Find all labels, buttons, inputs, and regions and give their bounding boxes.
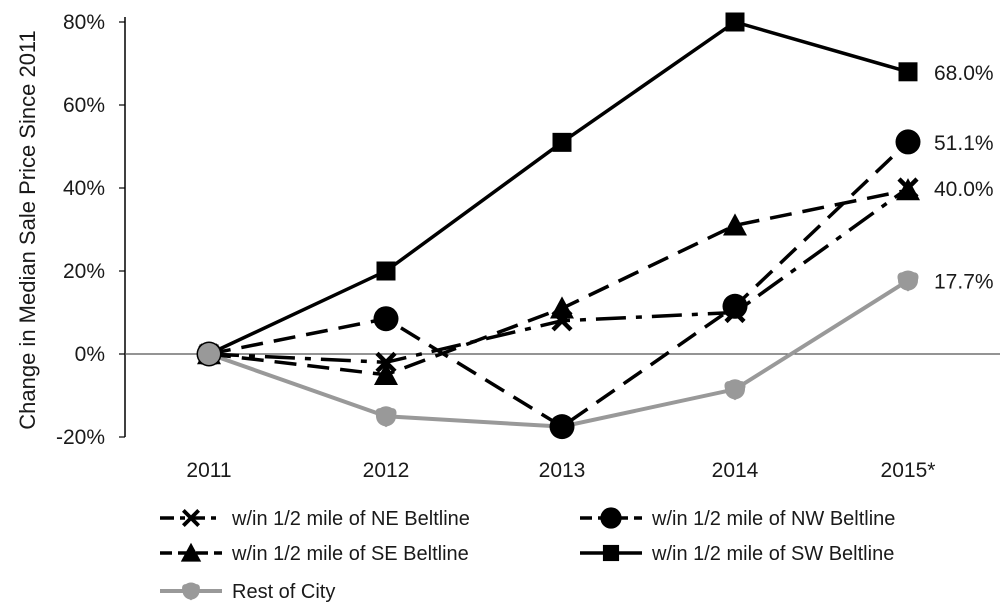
legend-label: w/in 1/2 mile of SW Beltline (651, 543, 894, 565)
x-tick-label: 2014 (712, 459, 759, 482)
data-point (376, 261, 396, 281)
data-point (895, 129, 921, 155)
legend-item-4: w/in 1/2 mile of SW Beltline (580, 543, 894, 565)
y-tick-label: 60% (63, 94, 105, 117)
legend-label: w/in 1/2 mile of NE Beltline (231, 508, 470, 530)
legend-item-5: Rest of City (160, 581, 335, 603)
y-tick-label: 40% (63, 177, 105, 200)
legend-marker (180, 542, 202, 562)
series-layer (196, 12, 921, 440)
data-label: 68.0% (934, 62, 994, 85)
data-point (375, 351, 397, 373)
x-tick-label: 2011 (186, 459, 231, 482)
legend-label: w/in 1/2 mile of SE Beltline (231, 543, 469, 565)
legend-marker (602, 544, 620, 562)
y-tick-label: -20% (56, 426, 105, 449)
data-point (722, 293, 748, 319)
data-point (898, 62, 918, 82)
data-point (723, 213, 747, 236)
y-axis-title-group: Change in Median Sale Price Since 2011 (15, 30, 40, 430)
legend: w/in 1/2 mile of NE Beltline w/in 1/2 mil… (160, 507, 895, 603)
x-tick-label: 2012 (363, 459, 410, 482)
marker-fill (376, 406, 396, 427)
x-tick-label: 2015* (881, 459, 936, 482)
data-label: 17.7% (934, 271, 994, 294)
axes: -20% 0% 20% 40% 60% 80% 2011 2012 2013 2014 2015* (56, 11, 1000, 482)
data-point (550, 296, 574, 319)
data-point (374, 362, 398, 385)
marker-fill (898, 270, 918, 291)
origin-point (198, 343, 220, 365)
data-label: 51.1% (934, 132, 994, 155)
legend-marker (181, 508, 201, 528)
marker-fill (725, 379, 745, 400)
y-tick-label: 0% (75, 343, 105, 366)
data-point (725, 12, 745, 32)
y-tick-label: 80% (63, 11, 105, 34)
marker-fill (182, 582, 200, 600)
legend-item-1: w/in 1/2 mile of NE Beltline (160, 508, 470, 530)
legend-item-2: w/in 1/2 mile of NW Beltline (580, 507, 895, 530)
data-point (373, 306, 399, 332)
y-axis-title: Change in Median Sale Price Since 2011 (15, 30, 40, 430)
legend-label: w/in 1/2 mile of NW Beltline (651, 508, 895, 530)
data-point (552, 132, 572, 152)
legend-item-3: w/in 1/2 mile of SE Beltline (160, 542, 469, 565)
series-line (208, 140, 910, 429)
data-labels-layer: 40.0% 51.1% 68.0% 17.7% (934, 62, 994, 294)
legend-label: Rest of City (232, 581, 335, 603)
y-tick-label: 20% (63, 260, 105, 283)
data-label: 40.0% (934, 178, 994, 201)
data-point (896, 178, 920, 201)
legend-marker (600, 507, 622, 529)
data-point (549, 414, 575, 440)
x-tick-label: 2013 (539, 459, 586, 482)
